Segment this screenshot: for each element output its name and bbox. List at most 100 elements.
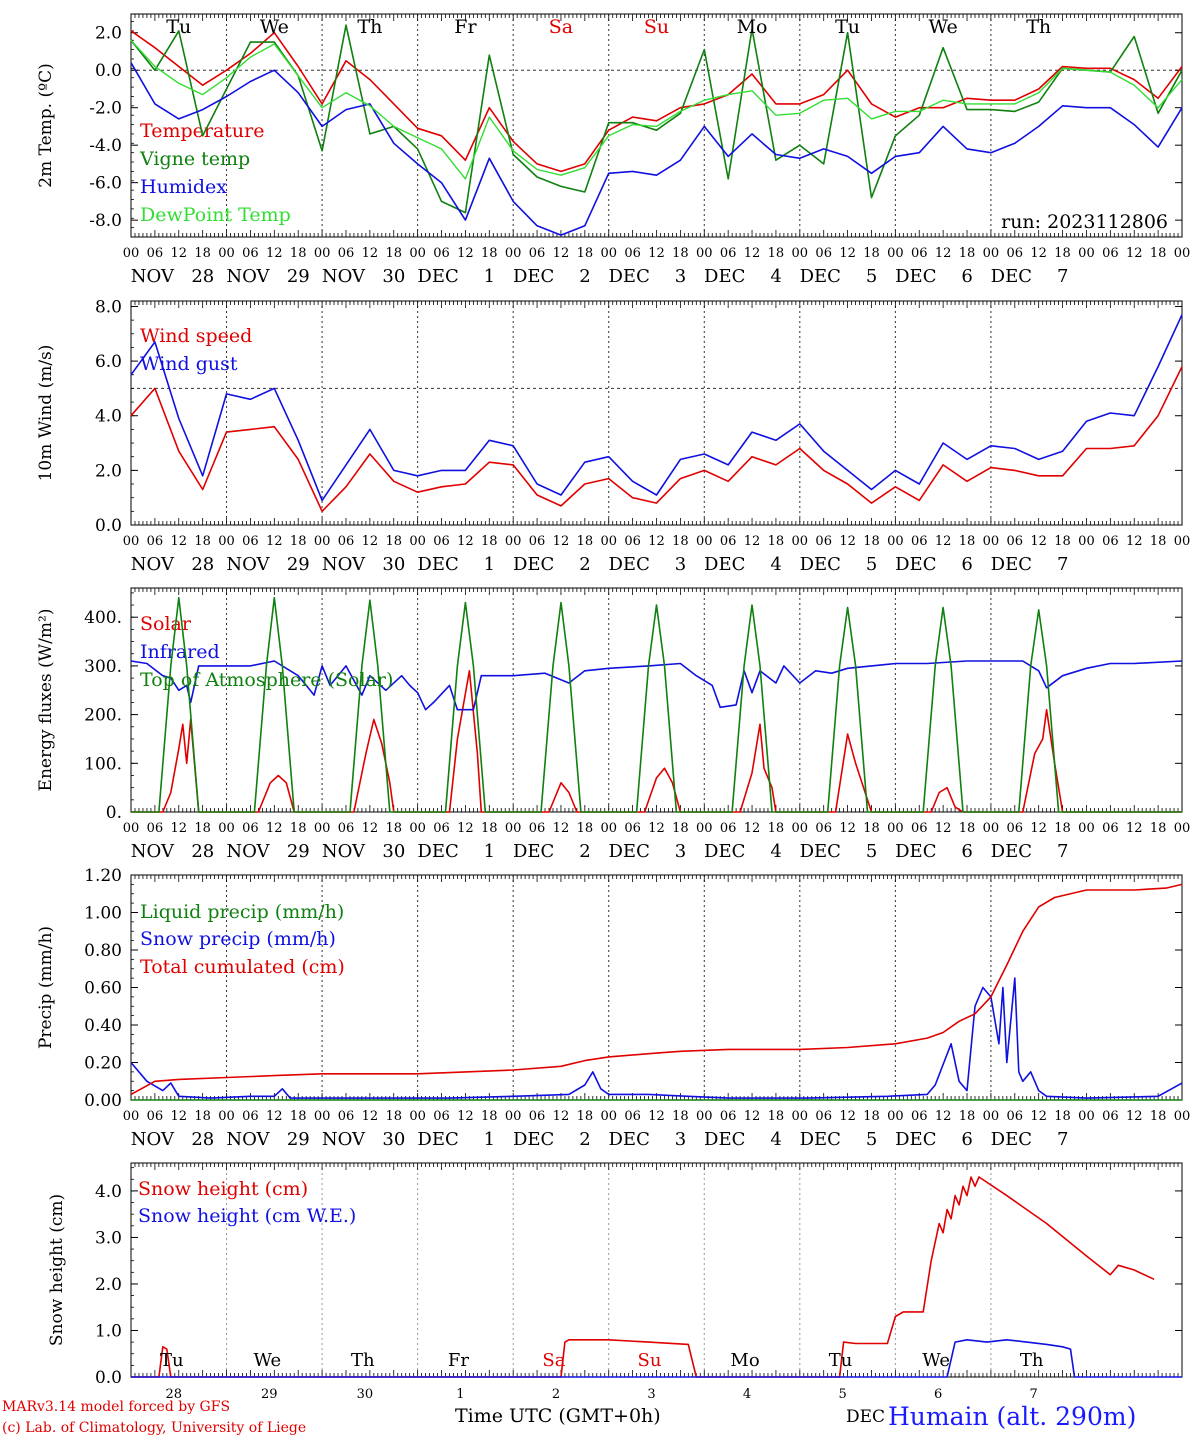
hour-label: 00	[887, 821, 904, 836]
hour-label: 00	[314, 534, 331, 549]
hour-label: 12	[457, 1109, 474, 1124]
day-number-label: 4	[743, 1387, 751, 1402]
date-month-label: NOV	[226, 1129, 270, 1150]
series-line-snow-height-cm-w-e-	[131, 1339, 1182, 1378]
hour-label: 06	[529, 1109, 546, 1124]
hour-label: 12	[266, 821, 283, 836]
hour-label: 06	[147, 1109, 164, 1124]
hour-label: 12	[648, 246, 665, 261]
hour-label: 18	[672, 821, 689, 836]
hour-label: 00	[887, 1109, 904, 1124]
weekday-label-bottom: We	[253, 1350, 281, 1371]
date-month-label: DEC	[800, 266, 841, 287]
y-tick-label: 0.40	[84, 1016, 122, 1036]
y-tick-label: 1.00	[84, 904, 122, 924]
legend-entry: Snow height (cm W.E.)	[138, 1205, 356, 1227]
weekday-label: Tu	[835, 16, 860, 38]
hour-label: 00	[792, 1109, 809, 1124]
date-month-label: DEC	[895, 554, 936, 575]
y-axis-label: Energy fluxes (W/m²)	[36, 609, 56, 792]
hour-label: 18	[672, 1109, 689, 1124]
date-month-label: DEC	[609, 1129, 650, 1150]
y-tick-label: 0.80	[84, 941, 122, 961]
hour-label: 12	[457, 821, 474, 836]
weekday-label: Mo	[737, 16, 768, 38]
y-tick-label: 200.	[84, 706, 122, 726]
hour-label: 06	[242, 821, 259, 836]
date-month-label: DEC	[704, 266, 745, 287]
hour-label: 12	[839, 1109, 856, 1124]
hour-label: 18	[577, 246, 594, 261]
day-number-label: 6	[934, 1387, 942, 1402]
hour-label: 18	[290, 534, 307, 549]
hour-label: 12	[935, 821, 952, 836]
series-line-wind-gust	[130, 314, 1183, 502]
legend-entry: Top of Atmosphere (Solar)	[140, 669, 393, 691]
hour-label: 18	[290, 821, 307, 836]
hour-label: 12	[1030, 821, 1047, 836]
y-tick-label: 4.0	[95, 1182, 122, 1202]
hour-label: 12	[170, 821, 187, 836]
date-month-label: DEC	[609, 554, 650, 575]
day-number-label: 28	[165, 1387, 182, 1402]
hour-label: 06	[720, 534, 737, 549]
y-tick-label: 2.0	[95, 461, 122, 481]
hour-label: 18	[385, 821, 402, 836]
hour-label: 00	[505, 246, 522, 261]
hour-label: 06	[911, 1109, 928, 1124]
hour-label: 00	[792, 246, 809, 261]
date-day-label: 5	[866, 266, 877, 287]
model-credit: MARv3.14 model forced by GFS	[2, 1399, 231, 1415]
series-line-temperature	[130, 30, 1183, 173]
hour-label: 06	[624, 821, 641, 836]
hour-label: 00	[696, 1109, 713, 1124]
hour-label: 06	[720, 246, 737, 261]
date-month-label: DEC	[513, 841, 554, 862]
hour-label: 12	[1126, 534, 1143, 549]
date-month-label: DEC	[609, 266, 650, 287]
weekday-label-bottom: Mo	[730, 1350, 759, 1371]
date-day-label: 5	[866, 841, 877, 862]
hour-label: 06	[911, 534, 928, 549]
hour-label: 00	[409, 246, 426, 261]
hour-label: 18	[959, 246, 976, 261]
hour-label: 12	[1126, 1109, 1143, 1124]
hour-label: 12	[1030, 1109, 1047, 1124]
hour-label: 06	[242, 1109, 259, 1124]
hour-label: 00	[314, 246, 331, 261]
hour-label: 18	[1150, 1109, 1167, 1124]
y-tick-label: 0.0	[95, 1368, 122, 1388]
hour-label: 18	[290, 1109, 307, 1124]
day-number-label: 7	[1030, 1387, 1038, 1402]
date-day-label: 3	[675, 1129, 686, 1150]
legend-entry: Infrared	[140, 641, 220, 663]
hour-label: 06	[1102, 534, 1119, 549]
date-day-label: 6	[961, 266, 972, 287]
weekday-label-bottom: We	[922, 1350, 950, 1371]
y-tick-label: -8.0	[89, 211, 122, 231]
hour-label: 00	[887, 534, 904, 549]
date-day-label: 29	[287, 1129, 310, 1150]
date-month-label: NOV	[322, 554, 366, 575]
date-day-label: 1	[484, 266, 495, 287]
hour-label: 06	[433, 1109, 450, 1124]
date-day-label: 3	[675, 841, 686, 862]
y-tick-label: 8.0	[95, 297, 122, 317]
date-day-label: 28	[191, 841, 214, 862]
date-day-label: 6	[961, 841, 972, 862]
hour-label: 12	[362, 534, 379, 549]
weekday-label: Sa	[549, 16, 573, 38]
date-month-label: DEC	[513, 554, 554, 575]
day-number-label: 5	[838, 1387, 846, 1402]
date-month-label: DEC	[800, 841, 841, 862]
y-tick-label: -2.0	[89, 99, 122, 119]
y-axis-label: 2m Temp. (ºC)	[36, 63, 56, 188]
date-month-label: DEC	[895, 841, 936, 862]
date-day-label: 30	[382, 841, 405, 862]
hour-label: 06	[433, 246, 450, 261]
hour-label: 06	[1102, 821, 1119, 836]
hour-label: 06	[815, 821, 832, 836]
y-tick-label: 1.20	[84, 866, 122, 886]
hour-label: 06	[1007, 534, 1024, 549]
